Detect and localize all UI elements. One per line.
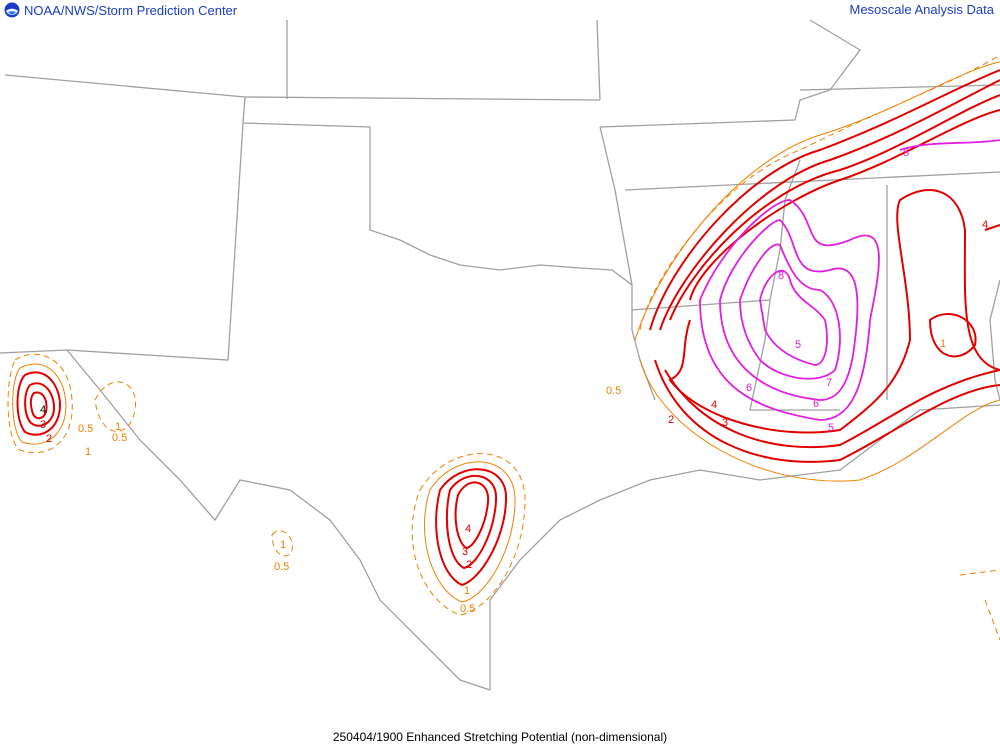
contour-label: 6	[746, 382, 752, 394]
contours-east	[634, 54, 1000, 641]
contour-label: 4	[711, 399, 717, 411]
state-borders	[0, 19, 1000, 691]
noaa-logo-icon	[4, 2, 20, 18]
contour-label: 4	[40, 404, 46, 416]
contour-label: 0.5	[274, 561, 289, 573]
header-left: NOAA/NWS/Storm Prediction Center	[4, 2, 237, 18]
map-caption: 250404/1900 Enhanced Stretching Potentia…	[332, 730, 668, 744]
contour-label: 4	[465, 523, 471, 535]
contour-label: 5	[795, 339, 801, 351]
contour-label: 1	[280, 539, 286, 551]
contour-label: 0.5	[78, 423, 93, 435]
contours-west	[7, 353, 293, 557]
contour-label: 8	[778, 270, 784, 282]
contour-label: 1	[940, 338, 946, 350]
contour-label: 3	[722, 417, 728, 429]
contour-label: 6	[813, 398, 819, 410]
contours-south-texas	[411, 453, 526, 616]
contour-label: 2	[46, 433, 52, 445]
contour-label: 2	[466, 559, 472, 571]
contour-label: 7	[826, 377, 832, 389]
contour-label: 0.5	[112, 432, 127, 444]
contour-label: 3	[462, 546, 468, 558]
contour-label: 0.5	[460, 603, 475, 615]
contour-label: 1	[464, 585, 470, 597]
header-title: NOAA/NWS/Storm Prediction Center	[24, 2, 238, 18]
contour-labels: 4 3 2 0.5 1 0.5 1 1 0.5 4 3 2 1 0.5 0.5 …	[40, 147, 988, 615]
contour-label: 5	[828, 422, 834, 434]
contour-label: 3	[40, 419, 46, 431]
contour-label: 5	[903, 147, 909, 159]
contour-label: 2	[668, 414, 674, 426]
contour-label: 0.5	[606, 385, 621, 397]
contour-label: 4	[982, 219, 988, 231]
header-right-title: Mesoscale Analysis Data	[849, 2, 994, 17]
contour-label: 1	[115, 421, 121, 433]
contour-label: 1	[85, 446, 91, 458]
